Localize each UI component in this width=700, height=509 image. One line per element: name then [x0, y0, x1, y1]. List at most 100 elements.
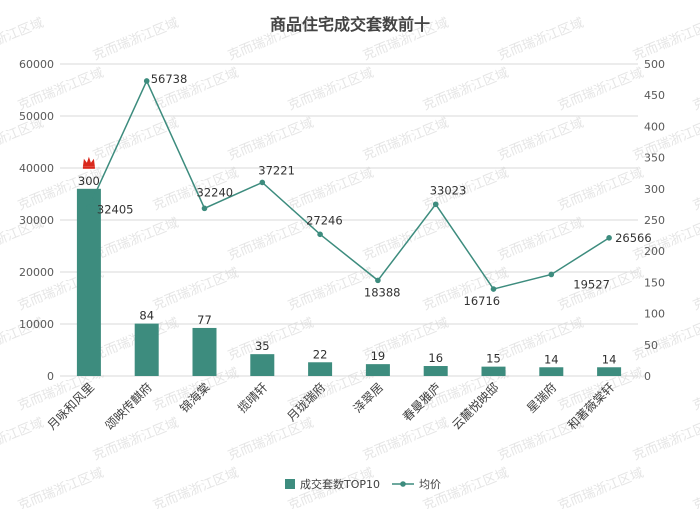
watermark-text: 克而瑞浙江区域 — [361, 216, 451, 264]
bar-series: 300 84 77 35 22 19 16 15 14 14 — [76, 156, 622, 376]
y-left-tick-label: 0 — [47, 370, 54, 383]
bar-value-label: 300 — [78, 174, 100, 188]
y-right-tick-label: 450 — [644, 89, 665, 102]
watermark-text: 克而瑞浙江区域 — [286, 166, 376, 214]
watermark-text: 克而瑞浙江区域 — [496, 216, 586, 264]
watermark-text: 克而瑞浙江区域 — [16, 466, 106, 509]
bar — [192, 327, 217, 376]
line-point — [201, 205, 208, 212]
line-point — [143, 78, 150, 84]
x-category-label: 星瑞府 — [523, 380, 559, 416]
watermark-text: 克而瑞浙江区域 — [691, 166, 700, 214]
x-category-label: 颂映传麒府 — [102, 380, 155, 433]
y-left-tick-label: 50000 — [19, 110, 54, 123]
line-value-label: 26566 — [615, 231, 652, 245]
bar — [250, 354, 275, 376]
y-left-tick-label: 10000 — [19, 318, 54, 331]
bar-value-label: 14 — [544, 352, 559, 366]
watermark-text: 克而瑞浙江区域 — [16, 66, 106, 114]
y-right-tick-label: 400 — [644, 120, 665, 133]
y-right-tick-label: 250 — [644, 214, 665, 227]
watermark-text: 克而瑞浙江区域 — [691, 466, 700, 509]
line-value-label: 56738 — [151, 72, 188, 86]
watermark-text: 克而瑞浙江区域 — [91, 216, 181, 264]
watermark-text: 克而瑞浙江区域 — [496, 16, 586, 64]
watermark-text: 克而瑞浙江区域 — [226, 216, 316, 264]
line-value-label: 16716 — [464, 294, 501, 308]
x-category-label: 揽晴轩 — [235, 380, 270, 415]
crown-icon — [82, 156, 95, 169]
watermark-text: 克而瑞浙江区域 — [556, 166, 646, 214]
grid — [60, 63, 638, 377]
line-point — [86, 204, 92, 211]
bar-value-label: 35 — [255, 339, 270, 353]
bar-value-label: 22 — [313, 347, 328, 361]
legend-bar-swatch — [285, 479, 295, 489]
y-right-tick-label: 100 — [644, 308, 665, 321]
line-point — [375, 277, 381, 284]
bar-value-label: 19 — [371, 349, 386, 363]
line-value-label: 37221 — [258, 163, 295, 177]
y-left-tick-label: 60000 — [19, 58, 54, 71]
chart-title: 商品住宅成交套数前十 — [270, 15, 430, 34]
bar — [308, 362, 333, 376]
y-left-tick-label: 30000 — [19, 214, 54, 227]
watermark-text: 克而瑞浙江区域 — [0, 16, 46, 64]
line-point — [432, 201, 439, 208]
bar — [134, 323, 159, 376]
watermark-text: 克而瑞浙江区域 — [151, 466, 241, 509]
bar — [597, 367, 622, 376]
line-point — [259, 179, 266, 186]
y-right-tick-label: 350 — [644, 152, 665, 165]
watermark-text: 克而瑞浙江区域 — [0, 416, 46, 464]
line-point — [490, 286, 497, 292]
legend-line-marker — [400, 481, 406, 487]
line-value-label: 32405 — [97, 202, 134, 216]
y-right-tick-label: 200 — [644, 245, 665, 258]
line-value-label: 32240 — [197, 185, 234, 199]
watermark-text: 克而瑞浙江区域 — [421, 66, 511, 114]
watermark-text: 克而瑞浙江区域 — [496, 316, 586, 364]
y-axis-right: 0 50 100 150 200 250 300 350 400 450 500 — [644, 58, 665, 383]
bar — [365, 364, 390, 376]
line-point — [317, 231, 323, 238]
watermark-text: 克而瑞浙江区域 — [496, 116, 586, 164]
watermark-text: 克而瑞浙江区域 — [286, 266, 376, 314]
line-series: 32405 56738 32240 37221 27246 18388 33023 16716… — [86, 72, 652, 308]
watermark-text: 克而瑞浙江区域 — [631, 16, 700, 64]
watermark-text: 克而瑞浙江区域 — [226, 116, 316, 164]
line-value-label: 19527 — [573, 277, 610, 291]
legend-bar-label: 成交套数TOP10 — [300, 477, 380, 491]
bar-value-label: 16 — [428, 351, 443, 365]
watermark-text: 克而瑞浙江区域 — [556, 466, 646, 509]
bar-value-label: 14 — [602, 352, 617, 366]
watermark-text: 克而瑞浙江区域 — [631, 116, 700, 164]
bar-value-label: 15 — [486, 352, 501, 366]
y-right-tick-label: 50 — [644, 339, 658, 352]
y-left-tick-label: 40000 — [19, 162, 54, 175]
line-path — [88, 79, 610, 290]
watermark-text: 克而瑞浙江区域 — [91, 116, 181, 164]
line-point — [606, 235, 612, 241]
y-right-tick-label: 150 — [644, 276, 665, 289]
legend-line-label: 均价 — [419, 478, 441, 491]
watermark-text: 克而瑞浙江区域 — [286, 66, 376, 114]
watermark-text: 克而瑞浙江区域 — [691, 66, 700, 114]
watermark-text: 克而瑞浙江区域 — [151, 266, 241, 314]
watermark-text: 克而瑞浙江区域 — [691, 266, 700, 314]
y-axis-left: 0 10000 20000 30000 40000 50000 60000 — [19, 58, 54, 383]
watermark-layer: 克而瑞浙江区域 克而瑞浙江区域 克而瑞浙江区域 克而瑞浙江区域 克而瑞浙江区域 克而瑞浙江… — [0, 16, 700, 509]
watermark-text: 克而瑞浙江区域 — [691, 366, 700, 414]
y-right-tick-label: 500 — [644, 58, 665, 71]
watermark-text: 克而瑞浙江区域 — [631, 416, 700, 464]
bar — [423, 366, 448, 376]
bar-value-label: 77 — [197, 313, 212, 327]
y-left-tick-label: 20000 — [19, 266, 54, 279]
watermark-text: 克而瑞浙江区域 — [91, 16, 181, 64]
bar-value-label: 84 — [139, 309, 154, 323]
line-value-label: 18388 — [364, 285, 401, 299]
line-value-label: 33023 — [430, 183, 467, 197]
bar — [76, 188, 101, 376]
